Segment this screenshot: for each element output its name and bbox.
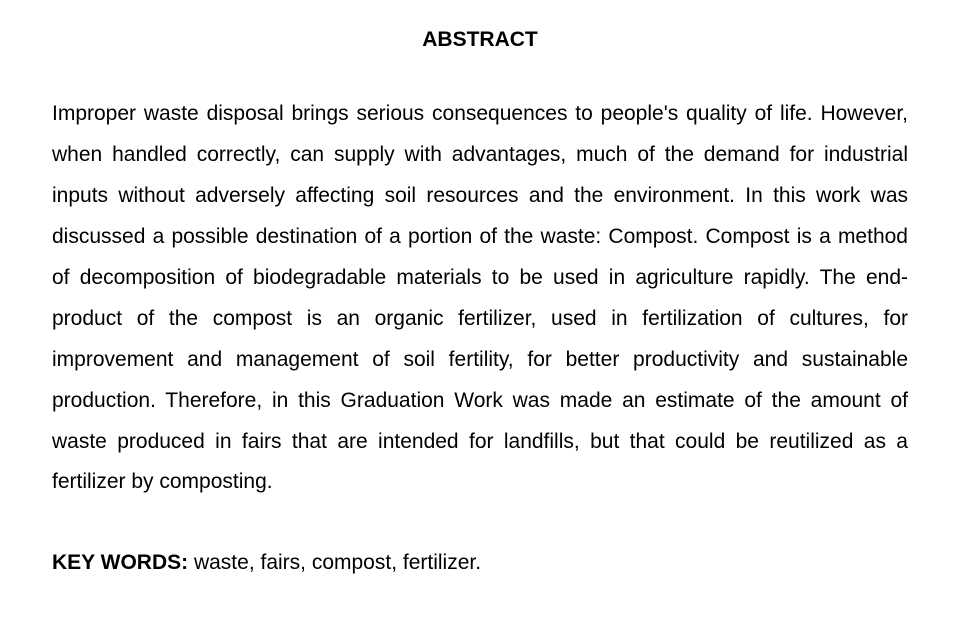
section-title: ABSTRACT bbox=[52, 28, 908, 52]
keywords-label: KEY WORDS: bbox=[52, 551, 188, 574]
keywords-text: waste, fairs, compost, fertilizer. bbox=[188, 551, 481, 574]
document-page: ABSTRACT Improper waste disposal brings … bbox=[0, 0, 960, 584]
abstract-paragraph: Improper waste disposal brings serious c… bbox=[52, 94, 908, 503]
keywords-line: KEY WORDS: waste, fairs, compost, fertil… bbox=[52, 543, 908, 584]
